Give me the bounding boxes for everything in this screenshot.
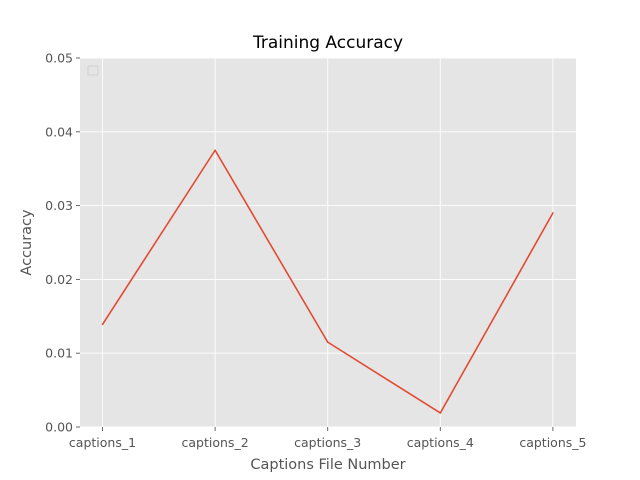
y-tick-label: 0.05 — [45, 51, 73, 66]
y-tick-label: 0.03 — [45, 198, 73, 213]
series-layer — [101, 149, 554, 414]
data-point — [439, 412, 442, 414]
y-tick-label: 0.04 — [45, 124, 73, 139]
data-point — [552, 212, 554, 214]
x-tick-label: captions_4 — [407, 435, 474, 450]
x-axis-label: Captions File Number — [250, 457, 405, 473]
y-axis-ticks: 0.00 0.01 0.02 0.03 0.04 0.05 — [45, 51, 80, 435]
x-tick-label: captions_1 — [69, 435, 136, 450]
y-tick-label: 0.01 — [45, 346, 73, 361]
x-axis-ticks: captions_1 captions_2 captions_3 captions_4… — [69, 427, 586, 450]
data-point — [101, 323, 104, 326]
y-tick-label: 0.00 — [45, 420, 73, 435]
x-tick-label: captions_5 — [519, 435, 586, 450]
y-axis-label: Accuracy — [19, 209, 35, 276]
data-point — [326, 341, 329, 343]
legend-box — [87, 65, 99, 76]
x-tick-label: captions_2 — [182, 435, 249, 450]
chart-title: Training Accuracy — [252, 33, 403, 53]
x-tick-label: captions_3 — [294, 435, 361, 450]
y-tick-label: 0.02 — [45, 272, 73, 287]
grid-lines — [80, 57, 576, 428]
data-point — [214, 149, 216, 152]
